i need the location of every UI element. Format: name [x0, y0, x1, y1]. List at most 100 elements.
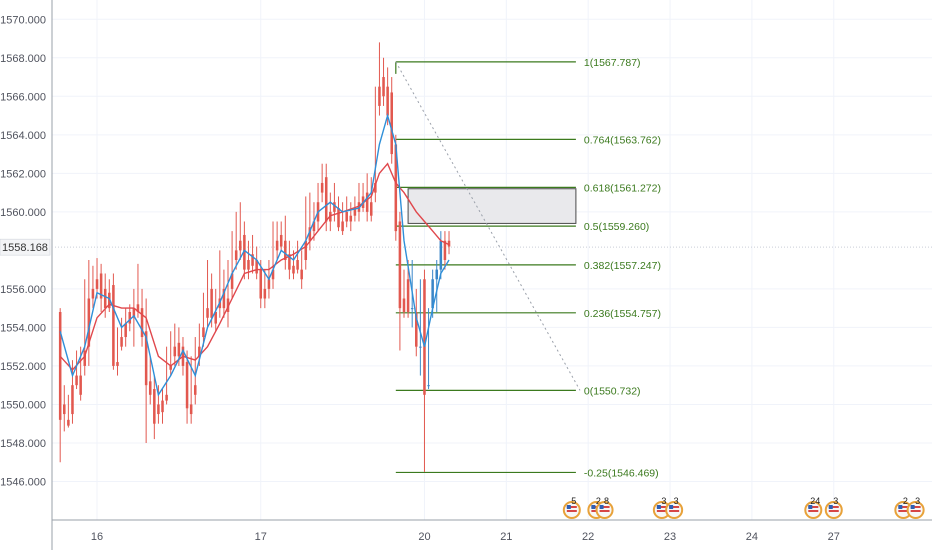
event-count-label: 5 — [571, 496, 576, 506]
candle-body — [210, 288, 213, 318]
y-tick-label: 1550.000 — [0, 399, 46, 411]
event-flag-stripe — [910, 510, 921, 512]
candle-body — [324, 177, 328, 222]
candle-body — [341, 221, 344, 232]
candle-body — [320, 182, 324, 193]
candle-body — [189, 404, 193, 415]
event-flag-stripe — [599, 510, 610, 512]
candle-body — [394, 144, 398, 232]
x-tick-label: 27 — [828, 531, 840, 543]
candle-body — [406, 279, 410, 312]
current-price-label: 1558.168 — [2, 242, 48, 254]
event-flag-stripe — [828, 510, 839, 512]
event-flag-icon — [804, 501, 823, 519]
candle-body — [132, 308, 136, 318]
event-count-label: 2 — [903, 496, 908, 506]
candle-body — [300, 269, 303, 280]
y-tick-label: 1568.000 — [0, 53, 46, 65]
event-flag-stripe — [656, 510, 667, 512]
candle-body — [144, 331, 148, 386]
event-flag-icon — [665, 501, 684, 519]
candle-body — [71, 385, 74, 415]
candle-body — [415, 312, 418, 347]
event-flag-stripe — [566, 506, 577, 508]
x-tick-label: 17 — [255, 531, 267, 543]
candle-body — [206, 308, 209, 318]
y-tick-label: 1562.000 — [0, 168, 46, 180]
candle-body — [349, 215, 353, 222]
event-flag-canton — [898, 505, 903, 509]
y-tick-label: 1554.000 — [0, 322, 46, 334]
candle-body — [374, 182, 377, 193]
candle-body — [148, 381, 152, 395]
candle-body — [234, 250, 238, 260]
event-flag-stripe — [566, 510, 577, 512]
candle-body — [112, 285, 115, 366]
candle-body — [239, 240, 242, 251]
candle-body — [243, 234, 246, 270]
candle-body — [402, 298, 406, 312]
candle-body — [63, 404, 66, 415]
current-price-badge — [0, 238, 51, 256]
event-flag-canton — [591, 505, 596, 509]
event-count-label: 8 — [604, 496, 609, 506]
candle-body — [124, 323, 127, 338]
candle-body — [255, 260, 258, 274]
candle-body — [185, 362, 189, 409]
event-flag-stripe — [669, 510, 680, 512]
event-flag-canton — [808, 505, 813, 509]
fib-level-label: 0.382(1557.247) — [584, 260, 661, 272]
candle-body — [91, 288, 95, 299]
candle-body — [267, 279, 271, 289]
candle-body — [423, 279, 426, 395]
event-flag-canton — [669, 505, 674, 509]
candle-body — [87, 298, 91, 347]
candle-body — [79, 375, 82, 395]
candle-body — [292, 265, 295, 274]
event-flag-stripe — [656, 506, 667, 508]
fib-level-label: 0(1550.732) — [584, 385, 641, 397]
candle-body — [288, 254, 291, 270]
candle-body — [337, 208, 340, 228]
candle-body — [193, 385, 197, 395]
candle-body — [382, 77, 385, 97]
candle-body — [353, 208, 357, 216]
x-tick-label: 20 — [418, 531, 430, 543]
candle-body — [308, 227, 312, 241]
y-tick-label: 1570.000 — [0, 14, 46, 26]
candle-body — [435, 269, 439, 280]
candle-body — [198, 346, 201, 357]
candle-body — [128, 312, 132, 324]
candle-body — [161, 400, 164, 413]
y-tick-label: 1556.000 — [0, 284, 46, 296]
y-tick-label: 1552.000 — [0, 361, 46, 373]
event-flag-stripe — [898, 506, 909, 508]
candle-body — [140, 308, 144, 338]
candle-body — [169, 365, 172, 370]
event-flag-stripe — [808, 510, 819, 512]
fib-level-label: 0.764(1563.762) — [584, 134, 661, 146]
candle-body — [419, 346, 422, 348]
candle-body — [410, 308, 414, 310]
candle-body — [275, 240, 279, 251]
candle-body — [108, 292, 111, 309]
candle-body — [279, 234, 283, 247]
moving-average-fast-line — [59, 113, 450, 397]
candle-body — [165, 394, 168, 401]
event-count-label: 3 — [915, 496, 920, 506]
event-count-label: 3 — [833, 496, 838, 506]
candle-body — [136, 304, 140, 312]
candle-body — [390, 92, 393, 155]
candle-body — [153, 389, 156, 424]
event-flag-stripe — [599, 506, 610, 508]
candle-body — [398, 221, 402, 309]
event-flag-canton — [656, 505, 661, 509]
fib-level-label: 0.236(1554.757) — [584, 308, 661, 320]
candle-body — [271, 269, 275, 280]
event-flag-stripe — [898, 510, 909, 512]
candle-body — [120, 337, 123, 347]
fib-level-label: 0.5(1559.260) — [584, 221, 649, 233]
